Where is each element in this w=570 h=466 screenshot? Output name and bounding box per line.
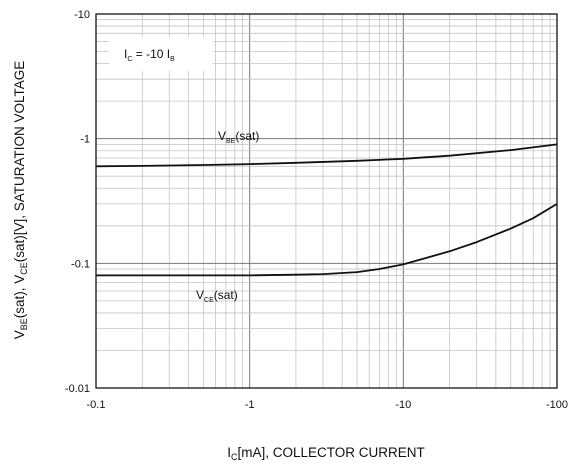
- y-axis-title: VBE(sat), VCE(sat)[V], SATURATION VOLTAG…: [12, 61, 29, 340]
- annotation-label: IC = -10 IB: [124, 47, 175, 63]
- x-axis-title: IC[mA], COLLECTOR CURRENT: [227, 445, 425, 462]
- x-tick-label: -100: [546, 399, 568, 411]
- series-label-vbe: VBE(sat): [218, 129, 259, 145]
- series-label-vce: VCE(sat): [196, 288, 238, 304]
- y-tick-label: -0.1: [71, 258, 90, 270]
- x-tick-label: -10: [395, 399, 411, 411]
- series-line-vce-sat: [96, 204, 557, 276]
- y-tick-label: -0.01: [65, 383, 90, 395]
- y-tick-label: -10: [74, 9, 90, 21]
- y-tick-label: -1: [80, 134, 90, 146]
- x-tick-label: -0.1: [87, 399, 106, 411]
- x-tick-label: -1: [245, 399, 255, 411]
- chart-series: [96, 144, 557, 275]
- series-line-vbe-sat: [96, 144, 557, 166]
